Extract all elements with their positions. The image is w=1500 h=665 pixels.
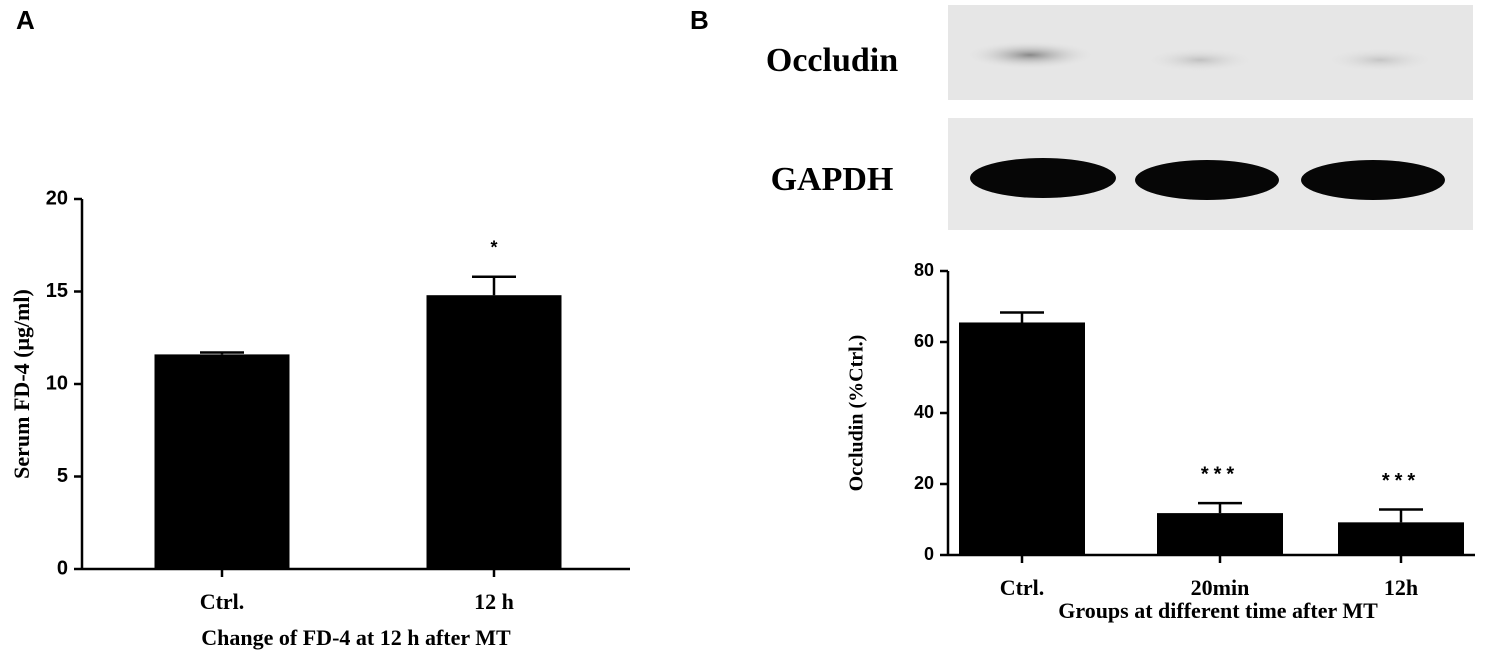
- bar: [959, 322, 1085, 555]
- error-bar: [1198, 501, 1242, 514]
- y-tick-label: 15: [46, 280, 68, 302]
- y-tick-label: 60: [914, 331, 934, 351]
- error-bar: [472, 275, 516, 296]
- blot-label: GAPDH: [771, 161, 894, 198]
- significance: *: [490, 237, 497, 257]
- y-axis-title: Serum FD-4 (μg/ml): [9, 289, 34, 479]
- blot-band: [965, 41, 1095, 69]
- error-bar: [200, 351, 244, 355]
- blot-band: [1325, 48, 1435, 72]
- x-tick-label: 12h: [1384, 575, 1418, 600]
- blot-band: [970, 158, 1116, 198]
- blot-band: [1301, 160, 1445, 200]
- panel-label: B: [690, 5, 709, 35]
- blot-band: [1135, 160, 1279, 200]
- panel-label: A: [16, 5, 35, 35]
- bar: [154, 354, 290, 569]
- bar: [1338, 522, 1464, 555]
- x-axis-title: Change of FD-4 at 12 h after MT: [201, 625, 511, 650]
- bar: [426, 295, 562, 569]
- y-tick-label: 20: [914, 473, 934, 493]
- blot-band: [1145, 48, 1255, 72]
- bar: [1157, 513, 1283, 555]
- y-tick-label: 5: [57, 465, 68, 487]
- blot-label: Occludin: [766, 42, 898, 79]
- x-tick-label: Ctrl.: [1000, 575, 1045, 600]
- y-tick-label: 0: [924, 544, 934, 564]
- x-tick-label: Ctrl.: [200, 589, 245, 614]
- x-tick-label: 20min: [1191, 575, 1250, 600]
- y-tick-label: 20: [46, 187, 68, 209]
- y-tick-label: 0: [57, 557, 68, 579]
- x-tick-label: 12 h: [474, 589, 514, 614]
- error-bar: [1379, 508, 1423, 523]
- y-tick-label: 10: [46, 372, 68, 394]
- error-bar: [1000, 311, 1044, 323]
- y-axis-title: Occludin (%Ctrl.): [846, 335, 868, 492]
- x-axis-title: Groups at different time after MT: [1058, 598, 1378, 623]
- y-tick-label: 40: [914, 402, 934, 422]
- significance: ***: [1201, 463, 1239, 485]
- y-tick-label: 80: [914, 260, 934, 280]
- significance: ***: [1382, 470, 1420, 492]
